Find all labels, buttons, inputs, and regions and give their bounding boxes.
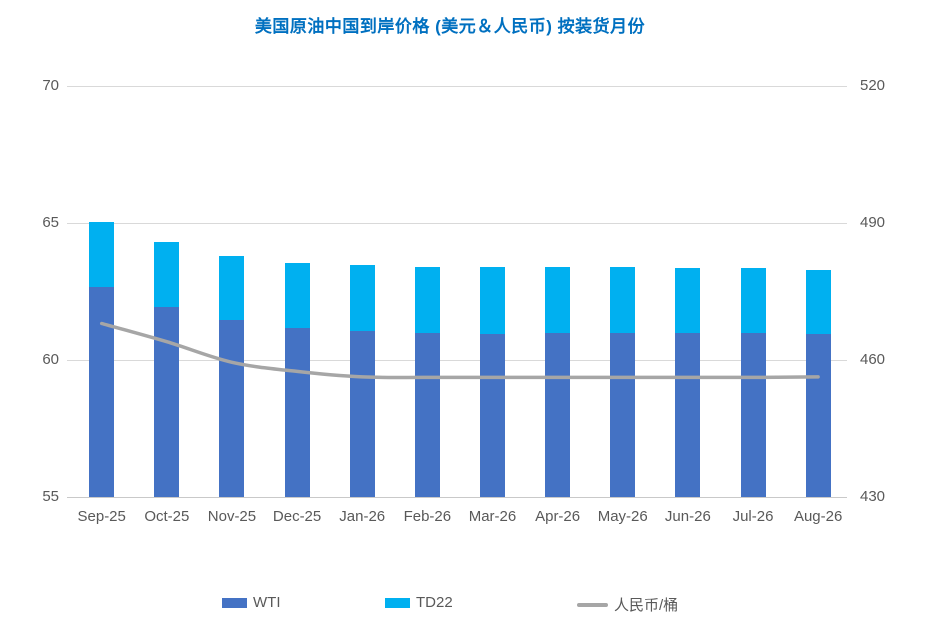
x-axis-tick-jul-26: Jul-26	[732, 508, 774, 525]
bar-td22-may-26	[610, 266, 636, 333]
left-axis-tick-55: 55	[42, 488, 59, 505]
bar-wti-apr-26	[545, 332, 571, 497]
legend-item-rmb-line: 人民币/桶	[577, 594, 678, 615]
bar-wti-feb-26	[414, 332, 440, 497]
right-axis-tick-520: 520	[860, 77, 886, 94]
left-axis-tick-60: 60	[42, 351, 59, 368]
chart-title: 美国原油中国到岸价格 (美元＆人民币) 按装货月份	[254, 17, 646, 36]
legend-label: TD22	[416, 594, 453, 611]
bar-td22-apr-26	[545, 266, 571, 333]
td22-swatch-icon	[385, 597, 410, 608]
bar-wti-mar-26	[479, 333, 505, 497]
x-axis-tick-mar-26: Mar-26	[468, 508, 517, 525]
bar-wti-dec-25	[284, 328, 310, 497]
right-axis-tick-430: 430	[860, 488, 886, 505]
bar-wti-jan-26	[349, 331, 375, 497]
x-axis-tick-apr-26: Apr-26	[535, 508, 581, 525]
bar-td22-jul-26	[740, 268, 766, 333]
bar-td22-oct-25	[154, 242, 180, 307]
x-axis-tick-jan-26: Jan-26	[339, 508, 386, 525]
legend-label: 人民币/桶	[614, 597, 679, 614]
bar-td22-feb-26	[414, 266, 440, 333]
rmb-line-swatch-icon	[577, 602, 608, 607]
bar-td22-dec-25	[284, 262, 310, 329]
bar-wti-nov-25	[219, 320, 245, 497]
x-axis-tick-sep-25: Sep-25	[77, 508, 126, 525]
x-axis-tick-feb-26: Feb-26	[403, 508, 452, 525]
bar-wti-sep-25	[89, 287, 115, 497]
bar-wti-jul-26	[740, 332, 766, 497]
wti-swatch-icon	[222, 597, 247, 608]
left-axis-tick-70: 70	[42, 77, 59, 94]
bar-td22-aug-26	[805, 269, 831, 334]
x-axis-tick-dec-25: Dec-25	[272, 508, 322, 525]
gridline-60	[67, 359, 847, 361]
bar-wti-jun-26	[675, 332, 701, 497]
right-axis-tick-490: 490	[860, 214, 886, 231]
bar-wti-aug-26	[805, 333, 831, 497]
bar-wti-oct-25	[154, 306, 180, 497]
bar-wti-may-26	[610, 332, 636, 497]
bar-td22-nov-25	[219, 255, 245, 321]
gridline-70	[67, 85, 847, 87]
rmb-per-barrel-line	[99, 321, 820, 380]
bar-td22-sep-25	[89, 221, 115, 288]
bar-td22-mar-26	[479, 266, 505, 334]
x-axis-tick-aug-26: Aug-26	[793, 508, 843, 525]
right-axis-tick-460: 460	[860, 351, 886, 368]
legend-label: WTI	[253, 594, 281, 611]
gridline-55	[67, 496, 847, 498]
x-axis-tick-may-26: May-26	[597, 508, 648, 525]
x-axis-tick-nov-25: Nov-25	[207, 508, 257, 525]
x-axis-tick-oct-25: Oct-25	[144, 508, 190, 525]
legend-item-td22: TD22	[385, 594, 453, 611]
bar-td22-jan-26	[349, 265, 375, 332]
left-axis-tick-65: 65	[42, 214, 59, 231]
legend-item-wti: WTI	[222, 594, 281, 611]
bar-td22-jun-26	[675, 268, 701, 333]
gridline-65	[67, 222, 847, 224]
x-axis-tick-jun-26: Jun-26	[664, 508, 711, 525]
